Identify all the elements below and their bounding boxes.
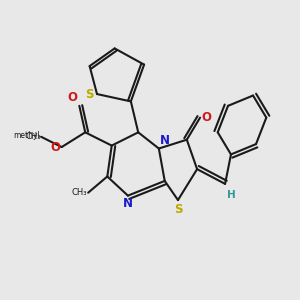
Text: CH₃: CH₃ — [71, 188, 87, 197]
Text: O: O — [202, 111, 212, 124]
Text: S: S — [174, 203, 182, 216]
Text: O: O — [50, 141, 60, 154]
Text: methyl: methyl — [13, 131, 40, 140]
Text: O: O — [68, 92, 78, 104]
Text: H: H — [226, 190, 235, 200]
Text: S: S — [85, 88, 94, 100]
Text: CH₃: CH₃ — [26, 132, 41, 141]
Text: N: N — [160, 134, 170, 147]
Text: N: N — [123, 197, 133, 210]
